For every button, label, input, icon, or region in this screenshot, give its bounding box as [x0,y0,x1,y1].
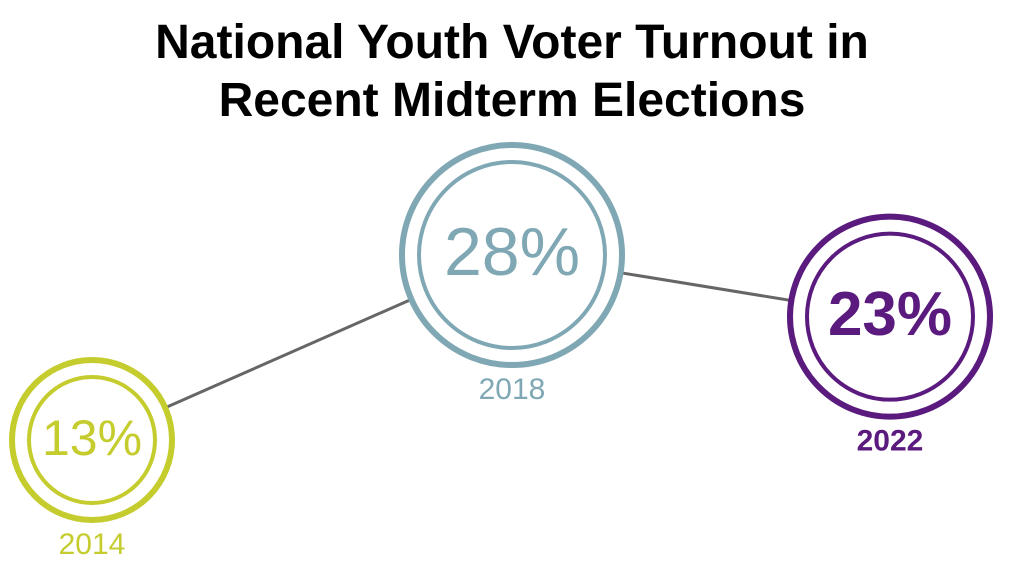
marker-ring [9,357,175,523]
marker-inner-ring [27,375,157,505]
value-label: 13% [42,410,142,466]
category-label: 2014 [59,528,126,561]
category-label: 2018 [479,373,546,406]
marker-inner-ring [805,231,975,402]
value-label: 28% [444,214,580,290]
value-label: 23% [828,280,952,349]
category-label: 2022 [857,425,924,458]
marker-ring [787,213,993,420]
chart-title: National Youth Voter Turnout in Recent M… [155,16,869,127]
marker-ring [399,142,625,368]
marker-inner-ring [417,160,607,350]
